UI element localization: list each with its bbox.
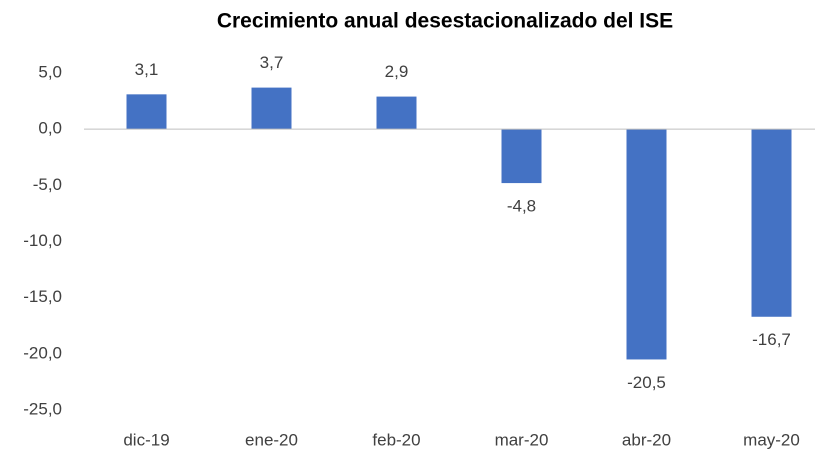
x-tick-label: mar-20 [495, 430, 549, 449]
chart-title: Crecimiento anual desestacionalizado del… [217, 10, 673, 33]
data-label: 3,7 [260, 53, 284, 72]
bar [126, 94, 167, 130]
bar [626, 129, 667, 360]
data-label: 2,9 [385, 62, 409, 81]
y-tick-label: -20,0 [23, 343, 62, 362]
y-tick-label: -15,0 [23, 287, 62, 306]
data-label: -16,7 [752, 330, 791, 349]
bar [751, 129, 792, 317]
data-label: 3,1 [135, 60, 159, 79]
x-tick-label: ene-20 [245, 430, 298, 449]
x-tick-label: dic-19 [123, 430, 169, 449]
data-label: -20,5 [627, 373, 666, 392]
bar [251, 87, 292, 130]
y-tick-label: -10,0 [23, 231, 62, 250]
y-tick-label: 0,0 [38, 119, 62, 138]
bar [501, 129, 542, 184]
y-tick-label: -5,0 [33, 175, 62, 194]
x-tick-label: may-20 [743, 430, 800, 449]
x-tick-label: abr-20 [622, 430, 671, 449]
y-tick-label: -25,0 [23, 399, 62, 418]
y-tick-label: 5,0 [38, 62, 62, 81]
bar [376, 96, 417, 130]
data-label: -4,8 [507, 197, 536, 216]
x-tick-label: feb-20 [372, 430, 420, 449]
